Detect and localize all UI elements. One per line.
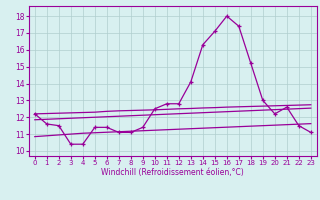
- X-axis label: Windchill (Refroidissement éolien,°C): Windchill (Refroidissement éolien,°C): [101, 168, 244, 177]
